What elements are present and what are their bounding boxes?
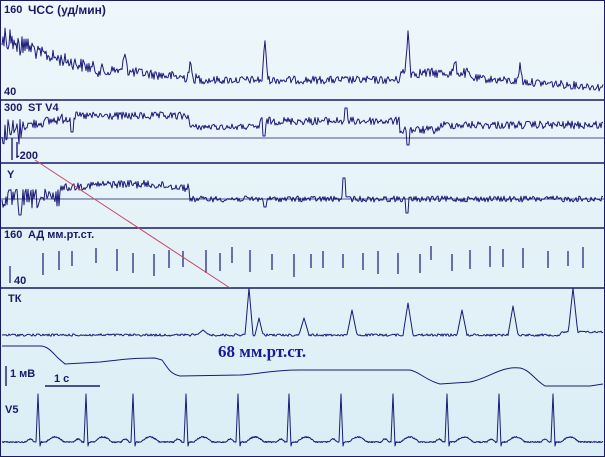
v5-title: V5 — [5, 404, 19, 416]
trace-layer — [1, 27, 604, 447]
bp-title: АД мм.рт.ст. — [28, 229, 95, 241]
ecg-v5-trace — [1, 393, 604, 447]
bp-ymin-label: 40 — [14, 275, 27, 287]
resp-trace — [2, 345, 604, 387]
tk-annotation: 68 мм.рт.ст. — [218, 342, 307, 361]
connector-line — [34, 159, 231, 289]
bp-ymax-label: 160 — [4, 229, 23, 241]
time-scale-label: 1 с — [54, 373, 70, 385]
tk-trace — [1, 287, 604, 337]
hr-ymax-label: 160 — [4, 4, 23, 16]
st-trace — [1, 107, 604, 146]
st-ymax-label: 300 — [4, 102, 23, 114]
st-title: ST V4 — [28, 102, 59, 114]
y-title: Y — [7, 169, 15, 181]
y-trace — [1, 177, 604, 216]
st-ymin-label: -200 — [16, 150, 39, 162]
hr-trace — [1, 27, 604, 92]
overlay-layer — [5, 159, 231, 387]
tk-title: ТК — [8, 293, 22, 305]
hr-ymin-label: 40 — [4, 86, 17, 98]
hr-title: ЧСС (уд/мин) — [28, 3, 106, 17]
voltage-scale-label: 1 мВ — [10, 368, 36, 380]
